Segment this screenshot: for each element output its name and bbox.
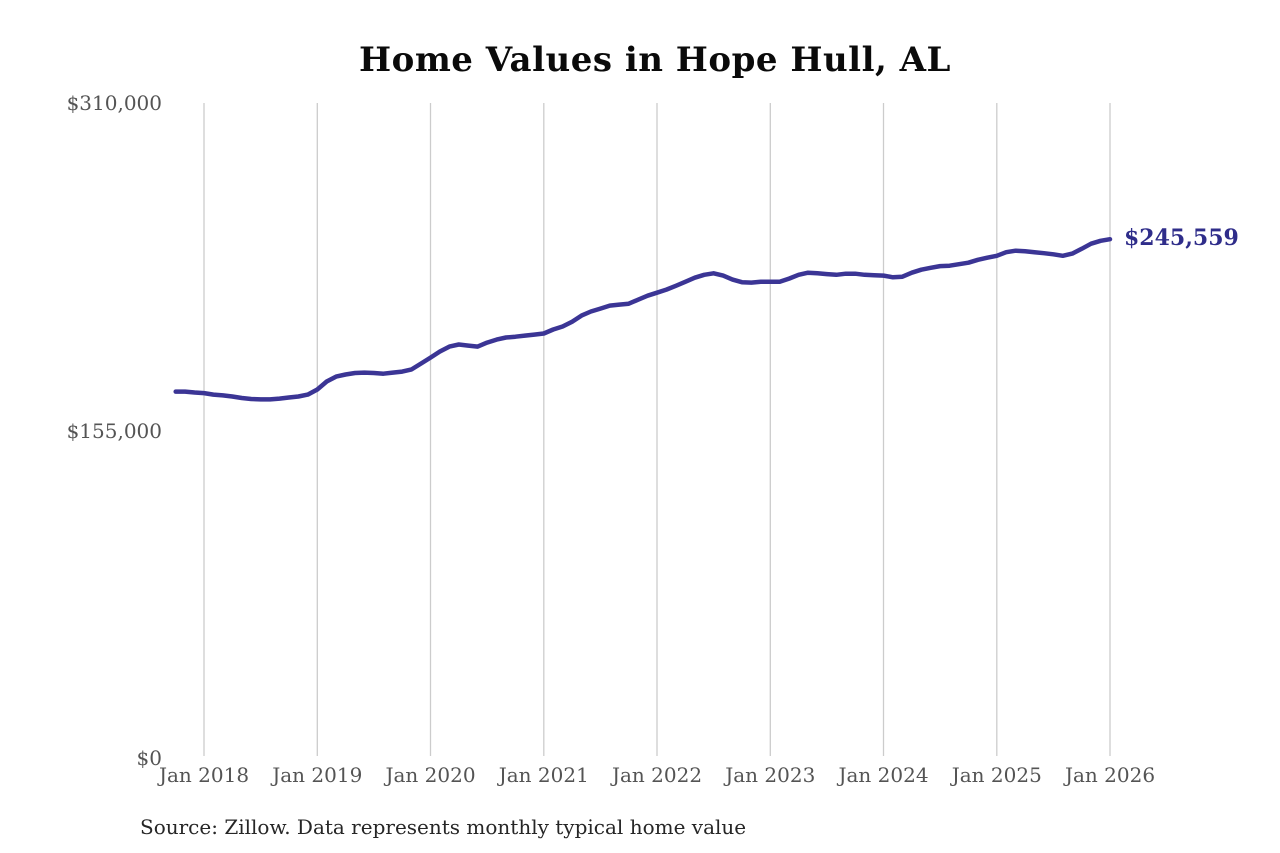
x-axis-tick-label: Jan 2020 xyxy=(385,763,476,787)
x-axis-tick-label: Jan 2019 xyxy=(272,763,363,787)
y-axis-tick-label: $0 xyxy=(136,746,162,770)
x-axis-tick-label: Jan 2023 xyxy=(725,763,816,787)
chart-title: Home Values in Hope Hull, AL xyxy=(359,40,951,80)
x-axis-tick-label: Jan 2025 xyxy=(951,763,1042,787)
x-axis-tick-label: Jan 2021 xyxy=(498,763,589,787)
x-axis-tick-label: Jan 2022 xyxy=(611,763,703,787)
source-note: Source: Zillow. Data represents monthly … xyxy=(140,815,747,839)
x-axis-tick-label: Jan 2018 xyxy=(158,763,250,787)
x-axis-tick-label: Jan 2026 xyxy=(1064,763,1156,787)
y-axis-tick-label: $310,000 xyxy=(66,91,162,115)
last-value-annotation: $245,559 xyxy=(1124,225,1239,252)
y-axis-tick-label: $155,000 xyxy=(66,418,162,443)
x-axis-tick-label: Jan 2024 xyxy=(838,763,929,787)
